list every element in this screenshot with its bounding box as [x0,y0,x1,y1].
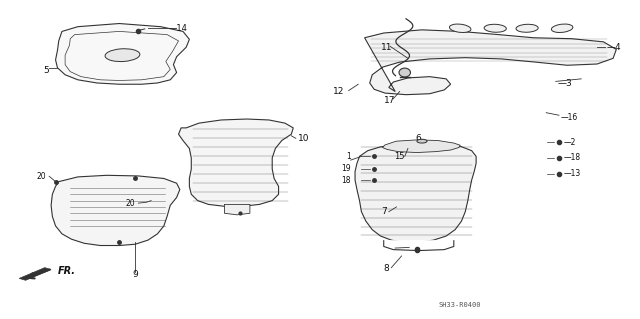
Text: —4: —4 [607,43,621,52]
Ellipse shape [516,24,538,32]
Text: 10: 10 [298,134,309,144]
Text: 15: 15 [394,152,404,161]
Text: 1: 1 [346,152,351,161]
Ellipse shape [484,24,506,32]
Text: —13: —13 [563,169,580,178]
Text: —18: —18 [563,153,580,162]
Ellipse shape [417,139,427,143]
Text: 17: 17 [384,96,396,105]
Ellipse shape [552,24,573,33]
Text: 20: 20 [125,199,135,208]
Text: 19: 19 [341,165,351,174]
Text: —14: —14 [169,24,188,33]
Text: SH33-R0400: SH33-R0400 [439,302,481,308]
Ellipse shape [449,24,471,33]
PathPatch shape [383,140,460,152]
Text: 18: 18 [341,175,351,185]
Text: 6: 6 [415,134,420,144]
PathPatch shape [355,143,476,242]
Text: —2: —2 [563,137,576,147]
Ellipse shape [105,49,140,62]
Text: 8: 8 [383,264,389,273]
PathPatch shape [179,119,293,206]
Polygon shape [19,268,51,280]
PathPatch shape [51,175,180,246]
PathPatch shape [225,204,250,215]
Text: —16: —16 [560,113,577,122]
Ellipse shape [399,68,410,77]
Text: —3: —3 [557,79,572,88]
Text: 9: 9 [132,271,138,279]
PathPatch shape [384,240,454,250]
Text: 7: 7 [381,207,387,216]
Text: 5: 5 [43,66,49,76]
Text: FR.: FR. [58,266,76,276]
Text: 11: 11 [381,43,392,52]
PathPatch shape [365,30,616,95]
Text: 20: 20 [36,172,46,182]
PathPatch shape [56,24,189,84]
Text: 12: 12 [333,87,344,96]
